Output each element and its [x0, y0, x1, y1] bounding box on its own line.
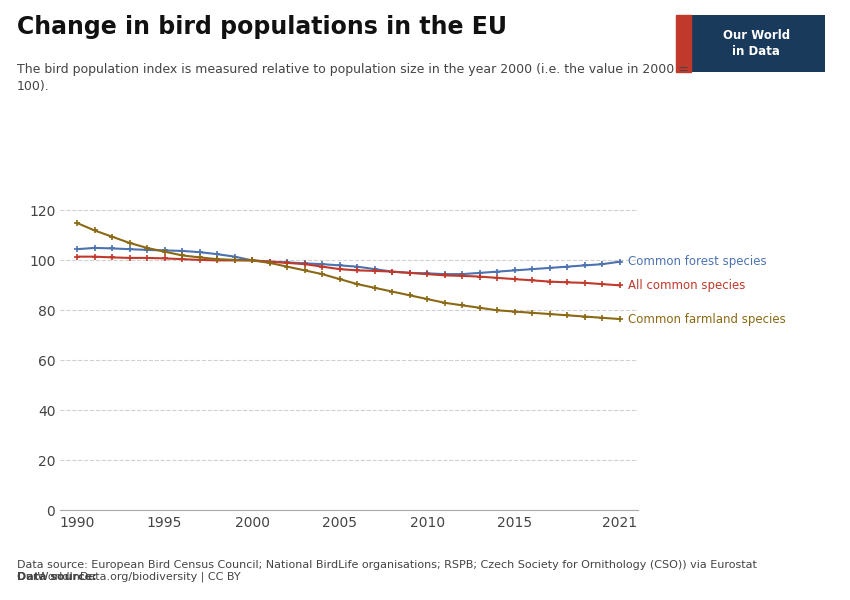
- Text: Data source:: Data source:: [17, 572, 97, 582]
- Text: Change in bird populations in the EU: Change in bird populations in the EU: [17, 15, 507, 39]
- Text: All common species: All common species: [628, 279, 745, 292]
- Text: The bird population index is measured relative to population size in the year 20: The bird population index is measured re…: [17, 63, 688, 93]
- Text: Data source: European Bird Census Council; National BirdLife organisations; RSPB: Data source: European Bird Census Counci…: [17, 560, 756, 582]
- Text: Common forest species: Common forest species: [628, 255, 767, 268]
- Bar: [676, 15, 690, 72]
- Text: Common farmland species: Common farmland species: [628, 313, 786, 326]
- Text: Our World
in Data: Our World in Data: [722, 29, 790, 58]
